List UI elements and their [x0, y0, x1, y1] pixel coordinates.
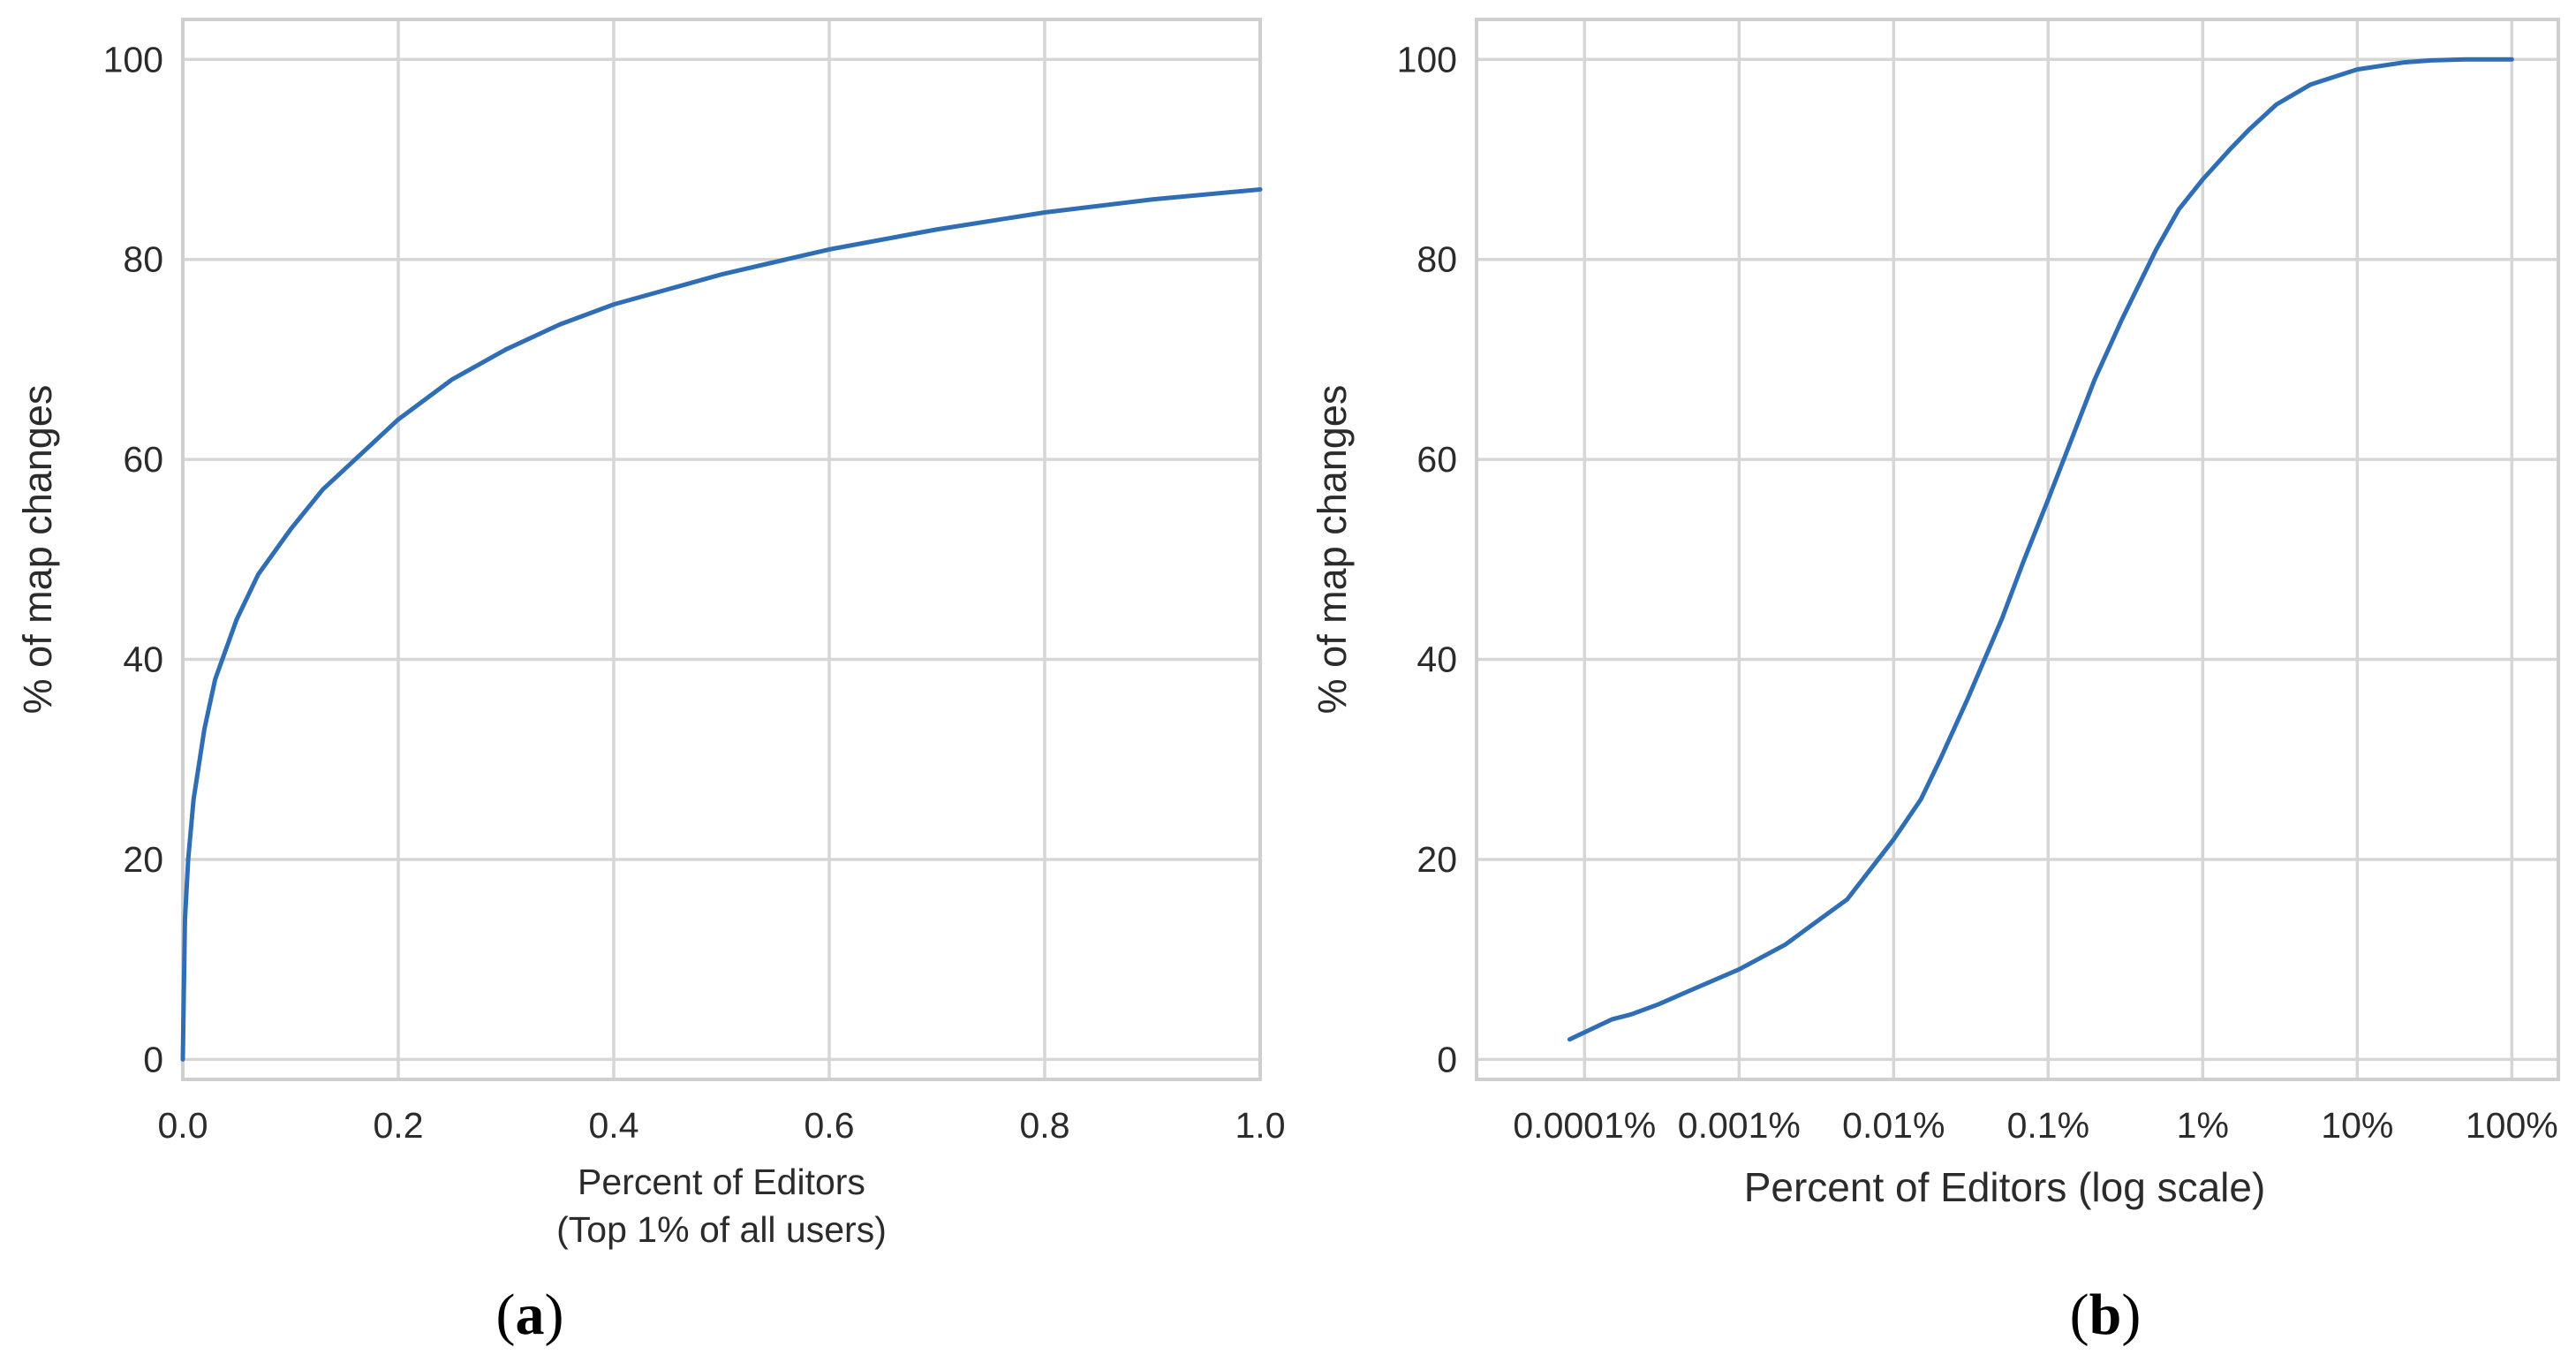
panel-a-x-axis-label-line2: (Top 1% of all users)	[556, 1209, 887, 1250]
panel-b-series-line	[1567, 57, 2514, 1042]
panel-b-x-tick-label: 0.1%	[2007, 1105, 2089, 1146]
panel-a-y-axis-label: % of map changes	[15, 385, 60, 715]
panel-a-frame	[181, 18, 1262, 1081]
panel-a-y-ticks: 0 20 40 60 80 100	[103, 39, 163, 1079]
panel-a-y-tick-label: 100	[103, 39, 163, 79]
panel-a-series-line	[180, 186, 1263, 1062]
panel-a-y-tick-label: 0	[143, 1039, 163, 1079]
panel-b-x-tick-label: 0.0001%	[1513, 1105, 1656, 1146]
panel-a-grid	[181, 19, 1262, 1079]
panel-b-y-tick-label: 100	[1397, 39, 1457, 79]
panel-a-x-tick-label: 0.0	[158, 1105, 208, 1146]
panel-b-frame	[1475, 18, 2560, 1081]
panel-a-y-tick-label: 80	[123, 239, 163, 280]
panel-b-x-axis-label: Percent of Editors (log scale)	[1744, 1164, 2266, 1210]
panel-a-x-axis-label-line1: Percent of Editors	[578, 1162, 865, 1202]
panel-a-x-tick-label: 0.6	[805, 1105, 855, 1146]
panel-a-y-tick-label: 40	[123, 640, 163, 680]
panel-b-grid	[1477, 19, 2558, 1079]
panel-b-y-tick-label: 0	[1437, 1039, 1457, 1079]
panel-b-series	[1567, 57, 2514, 1042]
panel-b-x-ticks: 0.0001% 0.001% 0.01% 0.1% 1% 10% 100%	[1513, 1105, 2557, 1146]
panel-a-x-ticks: 0.0 0.2 0.4 0.6 0.8 1.0	[158, 1105, 1286, 1146]
panel-b-x-tick-label: 0.01%	[1842, 1105, 1945, 1146]
panel-a-tag-letter: a	[516, 1283, 545, 1347]
panel-b-tag: (b)	[2070, 1283, 2142, 1347]
panel-a-chart: 0 20 40 60 80 100 0.0 0.2 0.4 0.6 0.8 1.0 % of map…	[15, 18, 1286, 1347]
panel-a-y-tick-label: 60	[123, 439, 163, 480]
panel-b-y-ticks: 0 20 40 60 80 100	[1397, 39, 1457, 1079]
panel-a-series	[180, 186, 1263, 1062]
panel-b-y-tick-label: 80	[1416, 239, 1457, 280]
panel-b-tag-letter: b	[2089, 1283, 2122, 1347]
panel-b-y-tick-label: 40	[1416, 640, 1457, 680]
panel-b-y-tick-label: 20	[1416, 839, 1457, 880]
panel-a-y-tick-label: 20	[123, 839, 163, 880]
panel-b-x-tick-label: 0.001%	[1678, 1105, 1801, 1146]
panel-a-x-tick-label: 0.2	[374, 1105, 424, 1146]
panel-a-x-tick-label: 0.8	[1020, 1105, 1070, 1146]
panel-b-x-tick-label: 1%	[2177, 1105, 2229, 1146]
panel-b-chart: 0 20 40 60 80 100 0.0001% 0.001% 0.01% 0.1% 1% 10%…	[1310, 18, 2560, 1347]
panel-a-x-tick-label: 1.0	[1235, 1105, 1286, 1146]
panel-b-y-axis-label: % of map changes	[1310, 385, 1355, 715]
panel-a-x-tick-label: 0.4	[589, 1105, 639, 1146]
panel-b-x-tick-label: 10%	[2321, 1105, 2393, 1146]
panel-a-tag: (a)	[496, 1283, 564, 1347]
panel-b-x-tick-label: 100%	[2466, 1105, 2558, 1146]
panel-b-y-tick-label: 60	[1416, 439, 1457, 480]
